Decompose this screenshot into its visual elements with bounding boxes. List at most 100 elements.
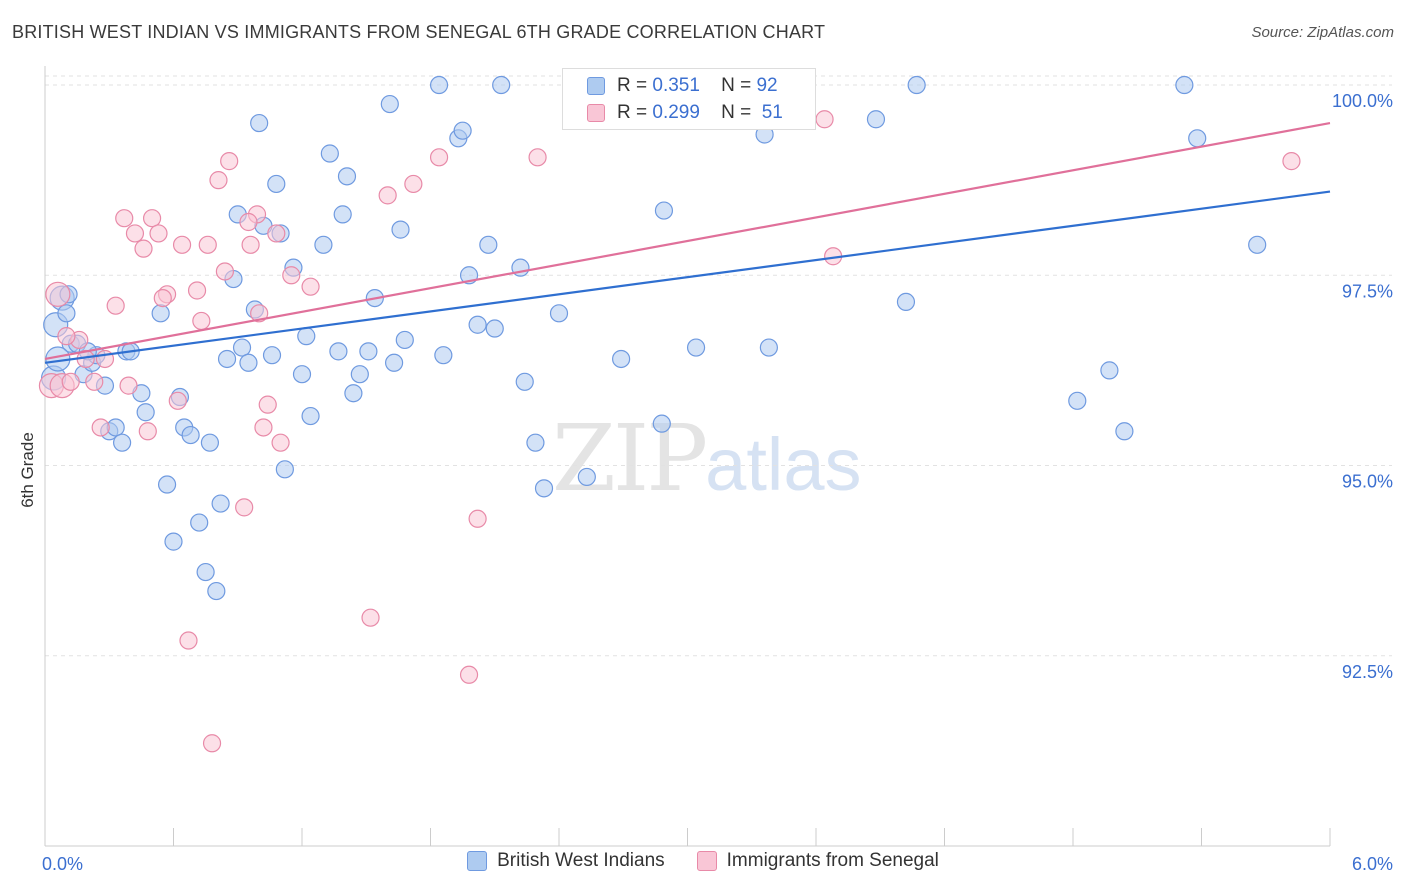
point-british-west-indians [549,304,569,323]
point-british-west-indians [526,433,545,452]
n-label: N = [721,75,752,96]
point-british-west-indians [262,346,282,365]
x-tick-label: 0.0% [42,854,83,874]
point-british-west-indians [196,562,215,582]
point-british-west-indians [654,201,674,220]
point-british-west-indians [686,338,706,357]
series-legend: British West Indians Immigrants from Sen… [0,850,1406,872]
point-immigrants-from-senegal [168,391,187,410]
point-immigrants-from-senegal [202,734,222,753]
point-immigrants-from-senegal [91,418,110,437]
point-immigrants-from-senegal [241,235,260,254]
point-immigrants-from-senegal [187,281,207,300]
point-british-west-indians [453,121,472,140]
axes [44,66,1331,847]
point-british-west-indians [866,110,886,129]
point-immigrants-from-senegal [172,235,192,254]
point-british-west-indians [344,384,363,403]
point-british-west-indians [395,330,414,350]
point-british-west-indians [1100,361,1119,380]
point-british-west-indians [239,353,258,372]
point-immigrants-from-senegal [271,433,290,452]
legend-item-british-west-indians[interactable]: British West Indians [467,850,665,872]
legend-item-immigrants-from-senegal[interactable]: Immigrants from Senegal [696,850,939,872]
point-british-west-indians [136,403,155,422]
point-immigrants-from-senegal [115,209,134,228]
point-immigrants-from-senegal [179,631,198,650]
point-immigrants-from-senegal [119,376,138,395]
point-british-west-indians [429,75,449,95]
point-british-west-indians [181,425,200,445]
legend-swatch-pink [696,851,717,871]
point-british-west-indians [267,174,286,194]
point-british-west-indians [391,220,410,239]
point-british-west-indians [534,479,554,498]
point-british-west-indians [359,342,378,361]
watermark-zip: ZIP [552,405,708,512]
point-british-west-indians [479,235,498,254]
point-british-west-indians [190,513,209,532]
trend-line-pink [44,121,1331,361]
point-immigrants-from-senegal [215,262,234,281]
legend-label: British West Indians [497,850,665,871]
point-british-west-indians [652,414,671,433]
point-british-west-indians [612,349,631,369]
point-immigrants-from-senegal [361,608,380,627]
r-value: 0.351 [652,75,700,96]
stats-legend-row-1: R = 0.351 N = 92 [587,73,778,99]
point-immigrants-from-senegal [192,311,211,331]
point-immigrants-from-senegal [258,395,277,414]
y-tick-label: 92.5% [1342,662,1393,682]
point-british-west-indians [333,205,352,224]
r-label: R = [617,102,648,123]
point-british-west-indians [485,319,504,338]
point-british-west-indians [907,75,926,95]
point-immigrants-from-senegal [198,235,217,254]
watermark-atlas: atlas [705,423,862,506]
point-immigrants-from-senegal [61,372,80,391]
point-immigrants-from-senegal [1282,152,1301,171]
point-british-west-indians [232,338,252,357]
point-immigrants-from-senegal [134,239,153,258]
point-british-west-indians [1175,75,1194,95]
n-value: 51 [761,102,783,123]
point-immigrants-from-senegal [378,186,397,205]
point-immigrants-from-senegal [57,327,76,346]
stats-legend-row-2: R = 0.299 N = 51 [587,100,783,126]
point-immigrants-from-senegal [153,288,172,308]
point-immigrants-from-senegal [138,422,157,441]
legend-swatch-blue [587,77,605,95]
point-british-west-indians [297,327,316,346]
point-british-west-indians [217,349,237,369]
point-immigrants-from-senegal [106,296,125,315]
point-immigrants-from-senegal [404,174,423,194]
point-british-west-indians [468,315,487,334]
point-british-west-indians [292,365,312,384]
point-immigrants-from-senegal [220,152,239,171]
point-british-west-indians [151,304,170,323]
point-british-west-indians [1188,129,1207,148]
point-british-west-indians [207,581,226,601]
tick-labels: 100.0% 97.5% 95.0% 92.5% 0.0% 6.0% [42,91,1393,874]
point-british-west-indians [515,372,534,391]
point-immigrants-from-senegal [209,171,228,190]
chart-title: BRITISH WEST INDIAN VS IMMIGRANTS FROM S… [12,22,826,42]
point-british-west-indians [301,406,320,426]
point-immigrants-from-senegal [239,212,258,232]
r-label: R = [617,75,648,96]
point-british-west-indians [759,338,778,357]
point-british-west-indians [275,460,294,479]
point-immigrants-from-senegal [528,148,547,167]
n-value: 92 [756,75,778,96]
point-british-west-indians [1115,422,1134,441]
point-british-west-indians [492,75,511,95]
point-british-west-indians [896,292,916,312]
point-immigrants-from-senegal [468,509,487,528]
point-british-west-indians [112,433,132,452]
n-label: N = [721,102,752,123]
chart-source: Source: ZipAtlas.com [1251,24,1394,41]
legend-swatch-blue [467,851,488,871]
point-immigrants-from-senegal [267,224,286,243]
point-british-west-indians [384,353,404,372]
